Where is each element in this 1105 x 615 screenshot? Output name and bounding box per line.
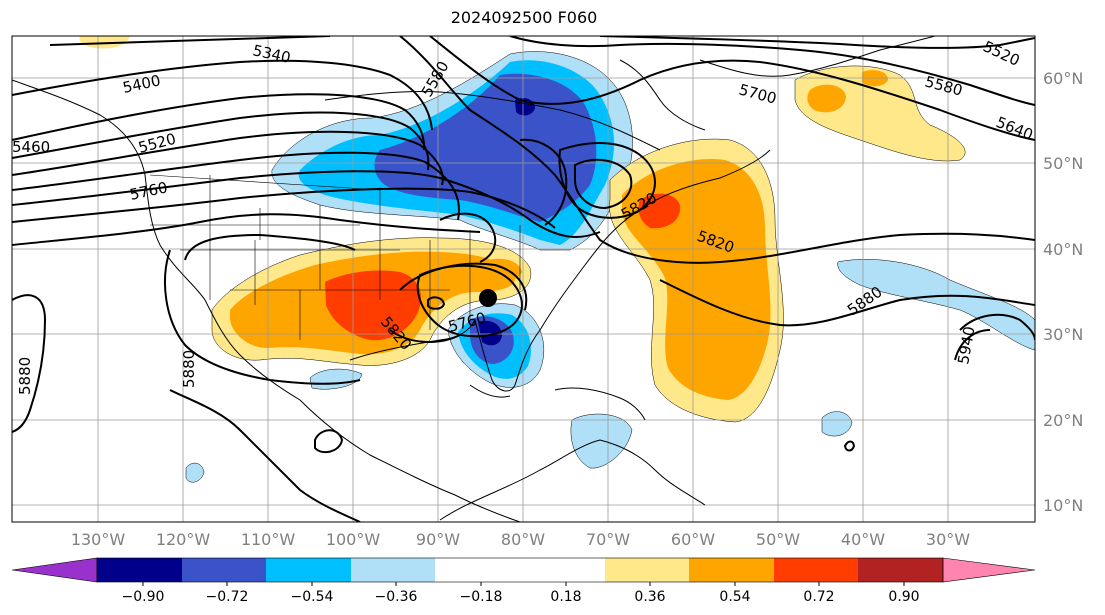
florida-negative-core [478,320,502,346]
anomaly-shading [79,36,1035,483]
lat-label-20n: 20°N [1043,411,1083,430]
pacific-negative-spot [185,462,205,483]
lon-label-40w: 40°W [841,530,885,549]
lon-label-60w: 60°W [671,530,715,549]
atlantic-negative-spot [821,411,853,437]
colorbar-tick-label: −0.54 [291,589,334,605]
lon-label-90w: 90°W [416,530,460,549]
lon-label-110w: 110°W [241,530,296,549]
colorbar-segment [774,558,858,582]
colorbar-segment [520,558,605,582]
lat-label-50n: 50°N [1043,154,1083,173]
storm-center-marker [479,289,497,307]
positive-anomaly-spot [488,258,522,281]
colorbar-tick-label: −0.18 [460,589,503,605]
lat-label-40n: 40°N [1043,240,1083,259]
lon-label-30w: 30°W [926,530,970,549]
colorbar-segment [435,558,520,582]
lon-label-120w: 120°W [156,530,211,549]
graticule [12,36,1035,522]
contour-label: 5460 [12,138,50,156]
map-frame [11,35,1036,523]
colorbar-segment [689,558,774,582]
colorbar-segment [97,558,182,582]
lat-label-30n: 30°N [1043,325,1083,344]
negative-anomaly-strong [374,73,597,222]
longitude-labels: 130°W 120°W 110°W 100°W 90°W 80°W 70°W 6… [71,530,970,549]
colorbar-tick-label: −0.72 [206,589,249,605]
colorbar-segment [182,558,266,582]
colorbar-tick-label: −0.36 [375,589,418,605]
colorbar-segment [858,558,943,582]
lon-label-100w: 100°W [326,530,381,549]
contour-label: 5880 [180,350,198,388]
lat-label-10n: 10°N [1043,496,1083,515]
lon-label-80w: 80°W [501,530,545,549]
colorbar-tick-label: 0.72 [803,589,834,605]
map-title: 2024092500 F060 [450,8,598,27]
colorbar: −0.90 −0.72 −0.54 −0.36 −0.18 0.18 0.36 … [11,557,1036,605]
latitude-labels: 60°N 50°N 40°N 30°N 20°N 10°N [1043,69,1083,515]
lon-label-70w: 70°W [586,530,630,549]
colorbar-tick-label: 0.90 [888,589,919,605]
colorbar-tick-label: 0.18 [550,589,581,605]
lon-label-50w: 50°W [756,530,800,549]
colorbar-segment [266,558,351,582]
lon-label-130w: 130°W [71,530,126,549]
colorbar-segment [605,558,689,582]
colorbar-low-extend [11,557,98,583]
contour-label: 5880 [16,357,34,395]
state-borders [149,174,521,340]
lat-label-60n: 60°N [1043,69,1083,88]
north-atlantic-positive-medium [807,84,846,113]
height-contours [12,36,1035,522]
colorbar-high-extend [942,557,1036,583]
eastern-atlantic-negative [837,259,1035,351]
colorbar-tick-label: −0.90 [122,589,165,605]
colorbar-tick-label: 0.36 [634,589,665,605]
colorbar-tick-label: 0.54 [719,589,750,605]
colorbar-segment [351,558,435,582]
positive-anomaly-strong [325,270,421,341]
